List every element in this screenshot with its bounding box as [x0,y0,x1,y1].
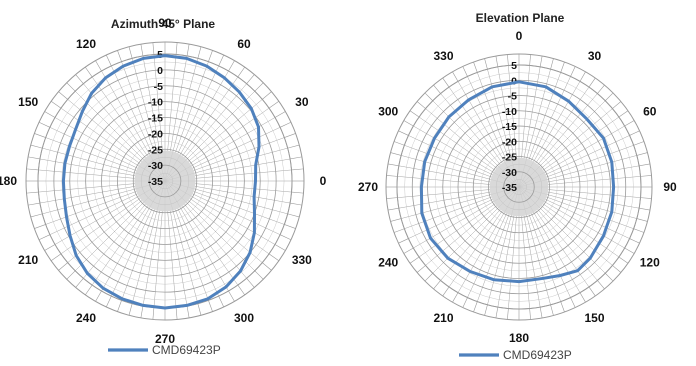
azimuth-radial-tick-label: -10 [148,97,163,109]
azimuth-legend: CMD69423P [108,343,221,357]
azimuth-angle-label: 60 [237,37,251,51]
elevation-angle-label: 270 [358,180,378,194]
elevation-angle-label: 120 [640,256,660,270]
azimuth-angle-label: 270 [155,332,175,346]
elevation-radial-tick-label: -10 [502,106,517,118]
azimuth-polar-plot: Azimuth 45° Plane50-5-10-15-20-25-30-359… [0,16,327,357]
elevation-radial-tick-label: -35 [502,182,517,194]
elevation-angle-label: 150 [584,311,604,325]
azimuth-angle-label: 300 [234,311,254,325]
azimuth-angle-label: 180 [0,174,17,188]
azimuth-angle-label: 120 [76,37,96,51]
azimuth-radial-tick-label: 0 [157,65,163,77]
azimuth-radial-tick-label: -20 [148,128,163,140]
azimuth-radial-tick-label: -35 [148,176,163,188]
azimuth-series-line [61,54,261,310]
elevation-angle-label: 60 [643,105,657,119]
azimuth-radial-tick-label: -15 [148,113,163,125]
elevation-radial-tick-label: -25 [502,152,517,164]
azimuth-chart-title: Azimuth 45° Plane [111,17,215,31]
elevation-radial-tick-label: -15 [502,121,517,133]
azimuth-rim-ticks [26,42,304,320]
elevation-rim-ticks [386,54,652,320]
elevation-legend: CMD69423P [459,348,572,362]
elevation-angle-label: 240 [378,256,398,270]
elevation-radial-tick-label: -5 [508,91,517,103]
elevation-angle-label: 0 [516,29,523,43]
azimuth-angle-label: 0 [320,174,327,188]
elevation-angle-label: 180 [509,331,529,345]
elevation-spokes [397,65,641,309]
elevation-angle-label: 90 [663,180,677,194]
elevation-angle-label: 30 [588,49,602,63]
elevation-radial-tick-label: 5 [511,60,517,72]
azimuth-radial-tick-label: -5 [154,81,163,93]
elevation-angle-label: 330 [433,49,453,63]
azimuth-chart: Azimuth 45° Plane 5 0 -5 -10 -15 -20 -25 -30 -35 9… [0,16,327,357]
azimuth-radial-tick-label: -30 [148,160,163,172]
elevation-grid-rings [396,64,642,310]
elevation-angle-label: 300 [378,105,398,119]
azimuth-grid-rings [37,53,293,309]
azimuth-angle-label: 330 [292,253,312,267]
elevation-chart-title: Elevation Plane [476,11,565,25]
elevation-polar-plot: Elevation Plane50-5-10-15-20-25-30-35030… [358,11,677,362]
azimuth-legend-label: CMD69423P [152,343,221,357]
azimuth-angle-label: 150 [18,95,38,109]
elevation-chart: Elevation Plane 5 0 -5 -10 -15 -20 -25 -30 -35 0 30… [348,0,696,366]
elevation-radial-tick-label: -30 [502,167,517,179]
azimuth-radial-tick-label: -25 [148,144,163,156]
azimuth-spokes [38,54,292,308]
azimuth-angle-label: 90 [158,16,172,30]
elevation-radial-tick-label: -20 [502,136,517,148]
elevation-series-line [419,80,616,284]
azimuth-angle-label: 210 [18,253,38,267]
elevation-legend-label: CMD69423P [503,348,572,362]
elevation-angle-label: 210 [433,311,453,325]
azimuth-angle-label: 30 [295,95,309,109]
azimuth-angle-label: 240 [76,311,96,325]
